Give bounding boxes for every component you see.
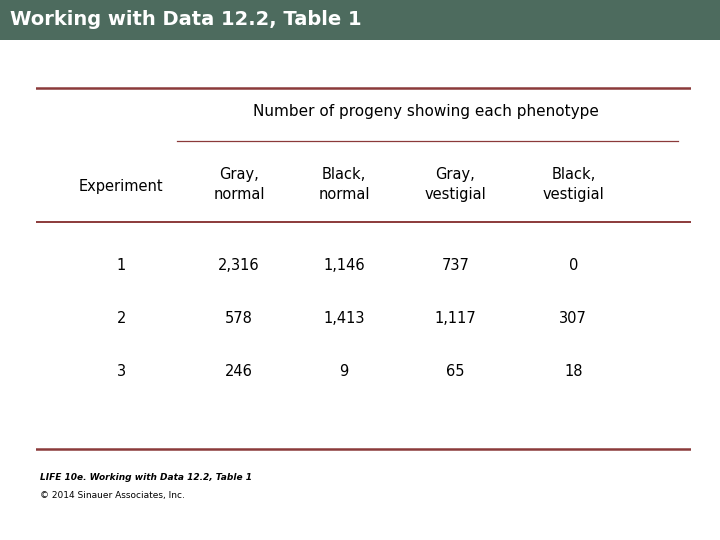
Text: vestigial: vestigial — [542, 187, 604, 202]
Text: 1,146: 1,146 — [323, 258, 365, 273]
Text: Working with Data 12.2, Table 1: Working with Data 12.2, Table 1 — [10, 10, 361, 30]
Text: vestigial: vestigial — [425, 187, 486, 202]
Text: 0: 0 — [569, 258, 578, 273]
Text: Number of progeny showing each phenotype: Number of progeny showing each phenotype — [253, 104, 599, 119]
Text: 18: 18 — [564, 364, 582, 379]
Text: 2: 2 — [117, 311, 126, 326]
Text: 1: 1 — [117, 258, 126, 273]
Text: normal: normal — [213, 187, 265, 202]
Text: 578: 578 — [225, 311, 253, 326]
Text: 246: 246 — [225, 364, 253, 379]
Text: Experiment: Experiment — [79, 179, 163, 194]
Text: © 2014 Sinauer Associates, Inc.: © 2014 Sinauer Associates, Inc. — [40, 491, 184, 500]
Text: Black,: Black, — [322, 167, 366, 182]
Text: Gray,: Gray, — [219, 167, 259, 182]
Text: normal: normal — [318, 187, 369, 202]
Text: 3: 3 — [117, 364, 126, 379]
Text: 737: 737 — [441, 258, 469, 273]
Text: Gray,: Gray, — [436, 167, 475, 182]
Text: Black,: Black, — [551, 167, 595, 182]
Text: 1,413: 1,413 — [323, 311, 365, 326]
Text: 2,316: 2,316 — [218, 258, 260, 273]
Text: 65: 65 — [446, 364, 464, 379]
Text: 9: 9 — [339, 364, 348, 379]
Text: 1,117: 1,117 — [434, 311, 476, 326]
Text: 307: 307 — [559, 311, 588, 326]
Text: LIFE 10e. Working with Data 12.2, Table 1: LIFE 10e. Working with Data 12.2, Table … — [40, 474, 251, 482]
